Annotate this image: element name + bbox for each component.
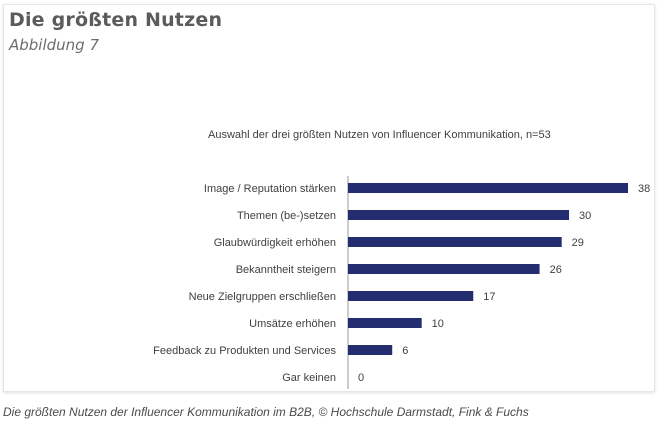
- bar: [348, 237, 562, 247]
- page-title: Die größten Nutzen: [9, 9, 223, 31]
- category-label: Glaubwürdigkeit erhöhen: [214, 237, 336, 249]
- bar: [348, 210, 570, 220]
- data-label: 30: [579, 210, 591, 222]
- category-label: Themen (be-)setzen: [237, 210, 336, 222]
- data-label: 0: [358, 372, 364, 384]
- figure-caption: Die größten Nutzen der Influencer Kommun…: [3, 405, 529, 419]
- bar: [348, 345, 393, 355]
- chart-card: [3, 4, 655, 392]
- category-label: Feedback zu Produkten und Services: [153, 345, 336, 357]
- chart-title: Auswahl der drei größten Nutzen von Infl…: [208, 129, 551, 141]
- data-label: 17: [483, 291, 495, 303]
- data-label: 29: [572, 237, 584, 249]
- figure-subtitle: Abbildung 7: [9, 36, 100, 54]
- bar: [348, 264, 540, 274]
- bar: [348, 318, 422, 328]
- data-label: 26: [550, 264, 562, 276]
- bar: [348, 291, 474, 301]
- data-label: 10: [432, 318, 444, 330]
- bar: [348, 183, 628, 193]
- category-label: Gar keinen: [282, 372, 336, 384]
- category-label: Image / Reputation stärken: [204, 183, 336, 195]
- category-label: Neue Zielgruppen erschließen: [189, 291, 336, 303]
- category-label: Umsätze erhöhen: [249, 318, 336, 330]
- category-label: Bekanntheit steigern: [236, 264, 336, 276]
- data-label: 6: [402, 345, 408, 357]
- data-label: 38: [638, 183, 650, 195]
